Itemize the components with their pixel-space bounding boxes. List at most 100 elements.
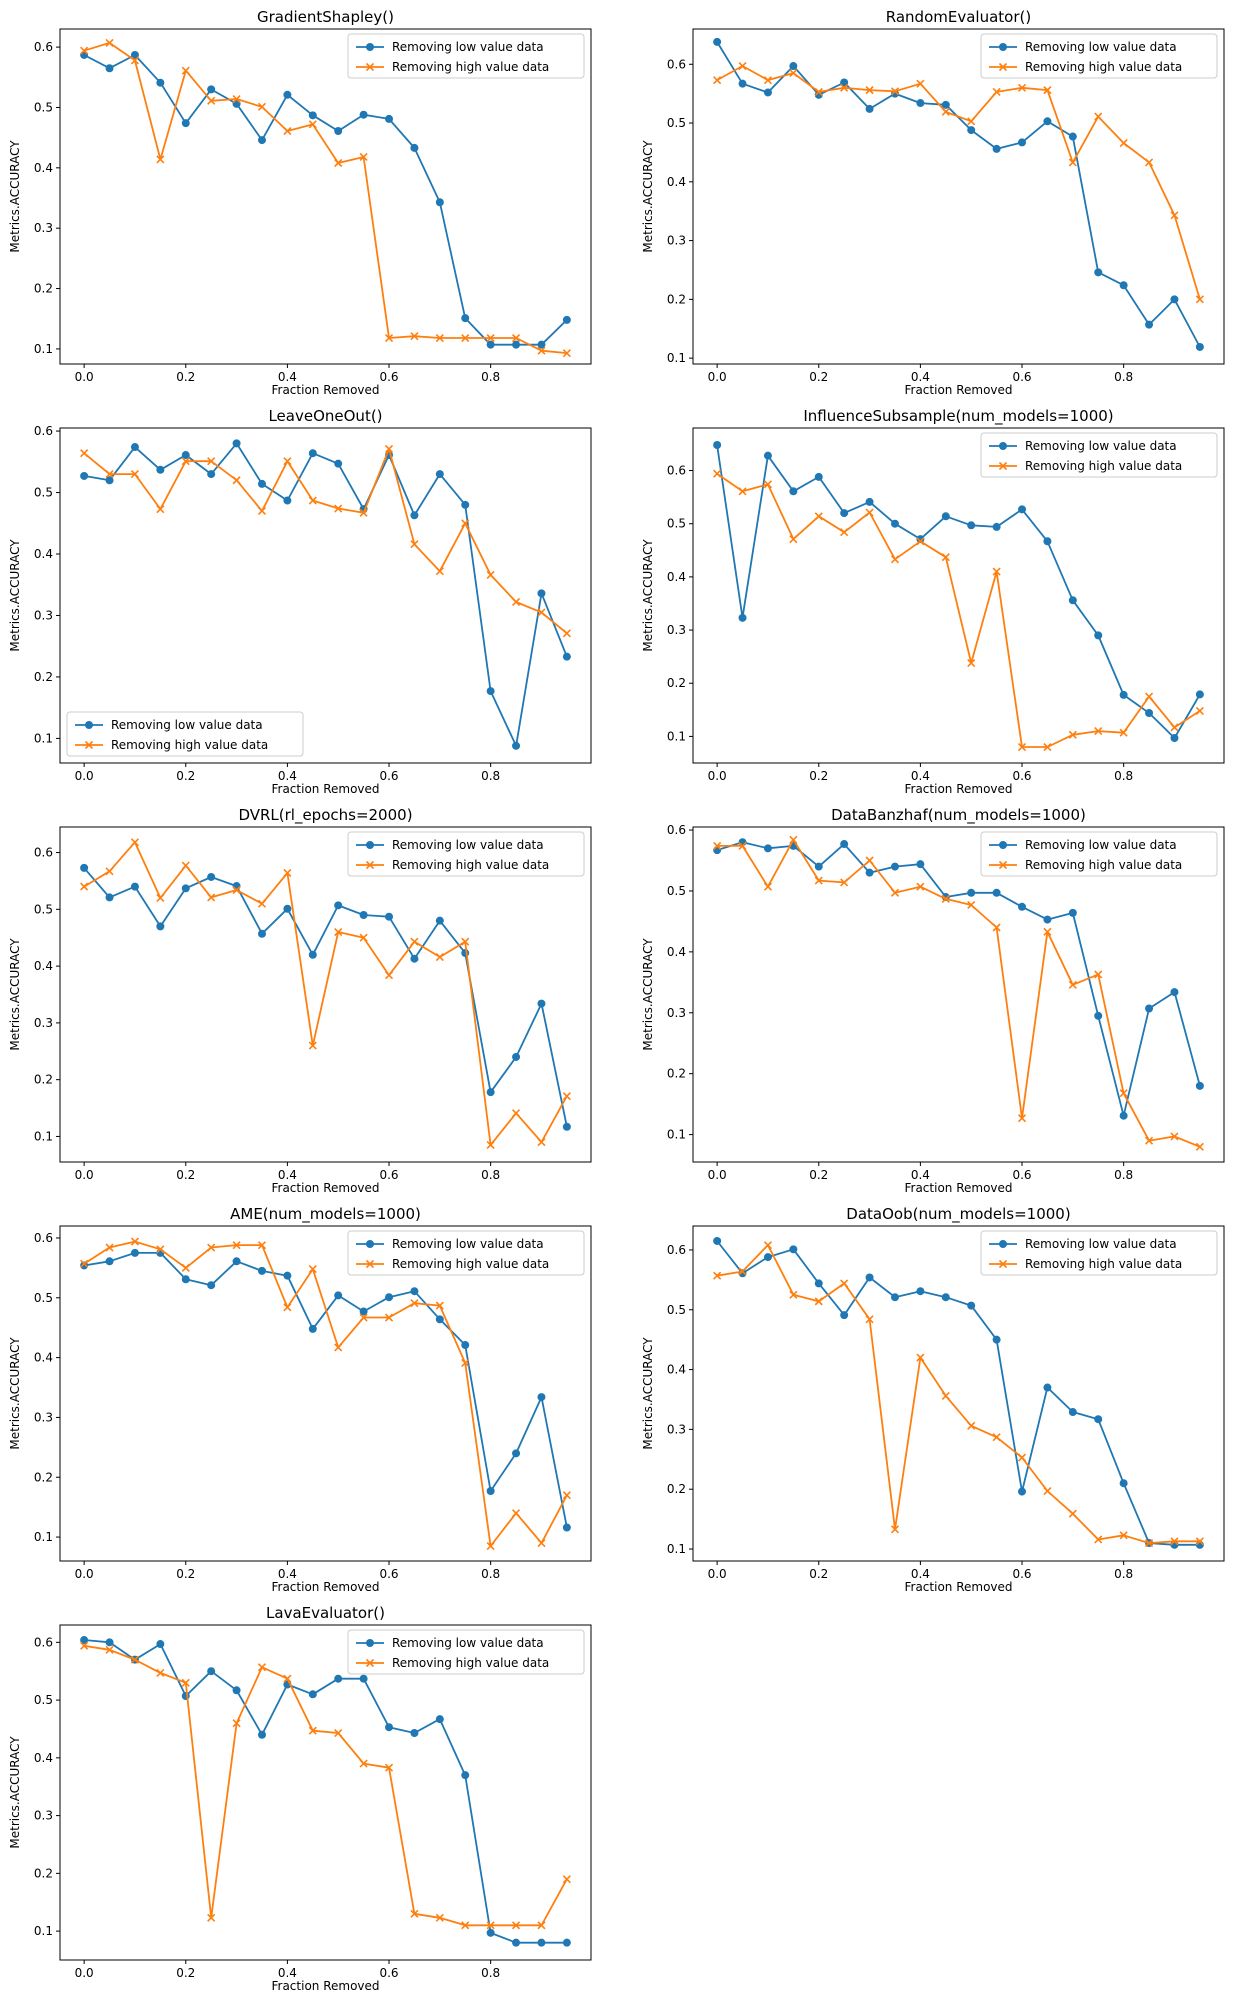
x-tick-label: 0.2	[176, 1966, 195, 1980]
x-tick-label: 0.8	[481, 769, 500, 783]
data-point	[789, 835, 798, 844]
legend-label: Removing high value data	[392, 1656, 549, 1670]
data-point	[359, 933, 368, 942]
data-point	[738, 1267, 747, 1276]
x-tick-label: 0.0	[708, 769, 727, 783]
data-point	[511, 1509, 521, 1518]
data-point	[181, 66, 190, 75]
data-point	[890, 555, 900, 564]
x-tick-label: 0.6	[379, 1567, 398, 1581]
data-point	[283, 1674, 292, 1683]
data-point	[537, 589, 546, 598]
data-point	[435, 333, 444, 343]
data-point	[207, 457, 216, 466]
legend-item: Removing low value data	[989, 1237, 1177, 1251]
data-point	[232, 439, 241, 448]
x-tick-label: 0.8	[1114, 370, 1133, 384]
y-tick-label: 0.2	[667, 1067, 686, 1081]
data-point	[1144, 158, 1154, 167]
data-point	[562, 1092, 571, 1101]
data-point	[257, 136, 266, 145]
data-point	[181, 1692, 190, 1701]
y-tick-label: 0.4	[34, 959, 53, 973]
legend-box	[347, 33, 585, 79]
data-point	[308, 1041, 317, 1050]
data-point	[840, 878, 849, 887]
data-point	[105, 867, 114, 876]
data-point	[713, 841, 722, 850]
data-point	[359, 911, 368, 920]
data-point	[80, 863, 89, 872]
data-point	[384, 333, 394, 343]
chart-panel: InfluenceSubsample(num_models=1000) 0.0 0.…	[641, 407, 1225, 796]
data-point	[435, 1913, 444, 1922]
y-axis-label: Metrics.ACCURACY	[641, 140, 655, 253]
data-point	[763, 882, 773, 891]
y-tick-label: 0.1	[667, 1128, 686, 1142]
data-point	[486, 1140, 495, 1150]
data-point	[992, 1433, 1001, 1442]
data-point	[1043, 927, 1052, 936]
x-axis-label: Fraction Removed	[271, 1580, 379, 1594]
data-point	[537, 1921, 546, 1930]
legend-marker	[998, 860, 1008, 870]
data-point	[916, 537, 925, 546]
data-point	[461, 519, 470, 528]
y-tick-label: 0.3	[667, 1006, 686, 1020]
legend: Removing low value data Removing high val…	[347, 831, 585, 877]
y-tick-label: 0.1	[667, 351, 686, 365]
series-high-value	[713, 61, 1204, 304]
data-point	[1119, 1531, 1128, 1540]
data-point	[941, 512, 950, 521]
chart-title: LavaEvaluator()	[266, 1604, 385, 1622]
data-point	[1043, 915, 1052, 924]
legend-marker	[84, 740, 94, 750]
data-point	[385, 1723, 394, 1732]
legend-marker	[366, 841, 374, 849]
y-tick-label: 0.6	[34, 1635, 53, 1649]
data-point	[1195, 295, 1204, 304]
data-point	[512, 741, 521, 750]
data-point	[257, 899, 267, 908]
data-point	[435, 1715, 444, 1724]
data-point	[789, 62, 798, 71]
data-point	[738, 613, 747, 622]
legend-item: Removing low value data	[989, 838, 1177, 852]
y-tick-label: 0.2	[34, 282, 53, 296]
legend-item: Removing low value data	[356, 40, 544, 54]
data-point	[461, 937, 470, 946]
y-tick-label: 0.6	[667, 823, 686, 837]
data-point	[941, 107, 950, 116]
legend-label: Removing high value data	[1025, 459, 1182, 473]
data-point	[537, 999, 546, 1008]
data-point	[1195, 690, 1204, 699]
data-point	[385, 114, 394, 123]
data-point	[105, 1645, 114, 1654]
data-point	[283, 126, 292, 136]
data-point	[1119, 1111, 1128, 1120]
legend-item: Removing low value data	[356, 1237, 544, 1251]
data-point	[967, 888, 976, 897]
data-point	[308, 950, 317, 959]
data-point	[80, 50, 89, 59]
data-point	[1068, 730, 1077, 739]
data-point	[562, 1523, 571, 1532]
data-point	[1170, 295, 1179, 304]
x-tick-label: 0.4	[278, 1567, 297, 1581]
legend-item: Removing low value data	[989, 439, 1177, 453]
y-axis-label: Metrics.ACCURACY	[8, 539, 22, 652]
data-point	[1068, 1509, 1077, 1518]
series-line	[83, 1252, 568, 1528]
data-point	[763, 844, 772, 853]
data-point	[1119, 1479, 1128, 1488]
y-tick-label: 0.3	[667, 234, 686, 248]
data-point	[713, 37, 722, 46]
data-point	[562, 629, 571, 638]
data-point	[486, 340, 495, 349]
x-axis-label: Fraction Removed	[904, 1580, 1012, 1594]
data-point	[865, 86, 874, 95]
data-point	[1043, 117, 1052, 126]
data-point	[308, 111, 317, 120]
data-point	[385, 912, 394, 921]
